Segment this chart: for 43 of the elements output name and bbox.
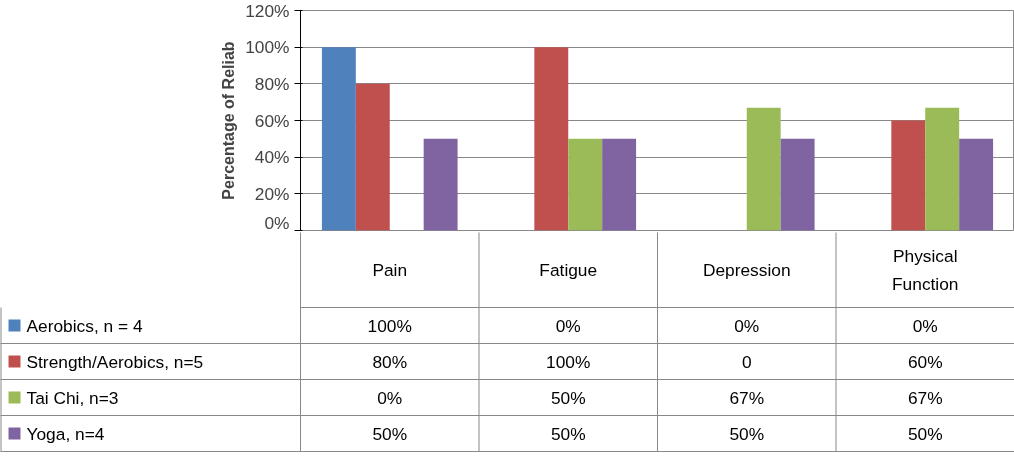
bar — [355, 83, 390, 231]
legend-label: Tai Chi, n=3 — [26, 387, 119, 408]
x-tick-label: Physical Function — [892, 246, 959, 294]
bar — [746, 107, 781, 231]
data-label: 0% — [734, 315, 760, 336]
y-tick-label: 0% — [264, 212, 290, 233]
bar — [891, 120, 926, 231]
data-label: 100% — [367, 315, 412, 336]
y-tick-label: 120% — [245, 0, 290, 21]
data-label: 80% — [372, 351, 408, 372]
bar — [568, 138, 603, 231]
bar — [959, 138, 994, 231]
data-label: 0% — [555, 315, 581, 336]
legend-label: Yoga, n=4 — [26, 423, 105, 444]
data-label: 50% — [372, 423, 408, 444]
data-label: 50% — [729, 423, 765, 444]
x-tick-label: Depression — [702, 260, 791, 280]
y-axis-title: Percentage of Reliab — [220, 41, 238, 200]
y-tick-label: 40% — [254, 147, 290, 168]
legend-label: Aerobics, n = 4 — [26, 315, 143, 336]
data-label: 0% — [377, 387, 403, 408]
y-tick-label: 80% — [254, 73, 290, 94]
y-tick-label: 100% — [245, 37, 290, 58]
bar — [925, 107, 960, 231]
bar — [534, 47, 569, 231]
bar — [321, 47, 356, 231]
data-label: 67% — [729, 387, 765, 408]
data-label: 67% — [907, 387, 943, 408]
data-label: 0 — [741, 351, 752, 372]
data-label: 100% — [546, 351, 591, 372]
y-tick-label: 20% — [254, 183, 290, 204]
bar — [780, 138, 815, 231]
data-label: 0% — [912, 315, 938, 336]
data-label: 60% — [907, 351, 943, 372]
x-tick-label: Pain — [372, 260, 408, 280]
data-label: 50% — [550, 423, 586, 444]
data-label: 50% — [550, 387, 586, 408]
legend-label: Strength/Aerobics, n=5 — [26, 351, 204, 372]
y-tick-label: 60% — [254, 110, 290, 131]
x-tick-label: Fatigue — [539, 260, 598, 280]
bar — [423, 138, 458, 231]
bar — [602, 138, 637, 231]
data-label: 50% — [907, 423, 943, 444]
